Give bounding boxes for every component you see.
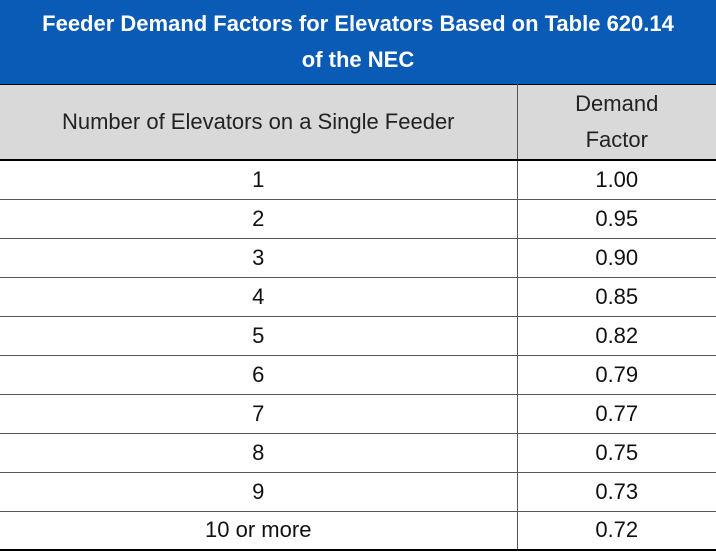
cell-demand-factor: 0.73	[517, 472, 716, 512]
cell-elevator-count: 3	[0, 238, 518, 278]
table-row: 6 0.79	[0, 355, 716, 395]
table-title: Feeder Demand Factors for Elevators Base…	[42, 11, 674, 72]
cell-elevator-count: 1	[0, 160, 518, 200]
table-row: 7 0.77	[0, 394, 716, 434]
cell-demand-factor: 0.85	[517, 277, 716, 317]
table-row: 9 0.73	[0, 472, 716, 512]
table-body: 1 1.00 2 0.95 3 0.90 4 0.85 5 0.82 6 0.7…	[0, 160, 716, 551]
table-row: 4 0.85	[0, 277, 716, 317]
header-row: Number of Elevators on a Single Feeder D…	[0, 84, 716, 161]
cell-demand-factor: 0.95	[517, 199, 716, 239]
cell-elevator-count: 2	[0, 199, 518, 239]
table-header: Number of Elevators on a Single Feeder D…	[0, 84, 716, 161]
header-demand-factor-label: Demand Factor	[575, 91, 659, 152]
cell-elevator-count: 7	[0, 394, 518, 434]
cell-elevator-count: 9	[0, 472, 518, 512]
cell-demand-factor: 1.00	[517, 160, 716, 200]
table-row: 5 0.82	[0, 316, 716, 356]
cell-elevator-count: 5	[0, 316, 518, 356]
cell-demand-factor: 0.77	[517, 394, 716, 434]
cell-elevator-count: 6	[0, 355, 518, 395]
table-row: 1 1.00	[0, 160, 716, 200]
cell-demand-factor: 0.82	[517, 316, 716, 356]
cell-demand-factor: 0.72	[517, 511, 716, 551]
table-row: 10 or more 0.72	[0, 511, 716, 551]
table-title-bar: Feeder Demand Factors for Elevators Base…	[0, 0, 716, 84]
cell-elevator-count: 10 or more	[0, 511, 518, 551]
demand-factor-table: Number of Elevators on a Single Feeder D…	[0, 84, 716, 551]
table-row: 3 0.90	[0, 238, 716, 278]
table-row: 8 0.75	[0, 433, 716, 473]
cell-demand-factor: 0.75	[517, 433, 716, 473]
cell-demand-factor: 0.90	[517, 238, 716, 278]
cell-elevator-count: 4	[0, 277, 518, 317]
cell-elevator-count: 8	[0, 433, 518, 473]
header-number-of-elevators: Number of Elevators on a Single Feeder	[0, 84, 518, 161]
table-row: 2 0.95	[0, 199, 716, 239]
header-demand-factor: Demand Factor	[517, 84, 716, 161]
cell-demand-factor: 0.79	[517, 355, 716, 395]
